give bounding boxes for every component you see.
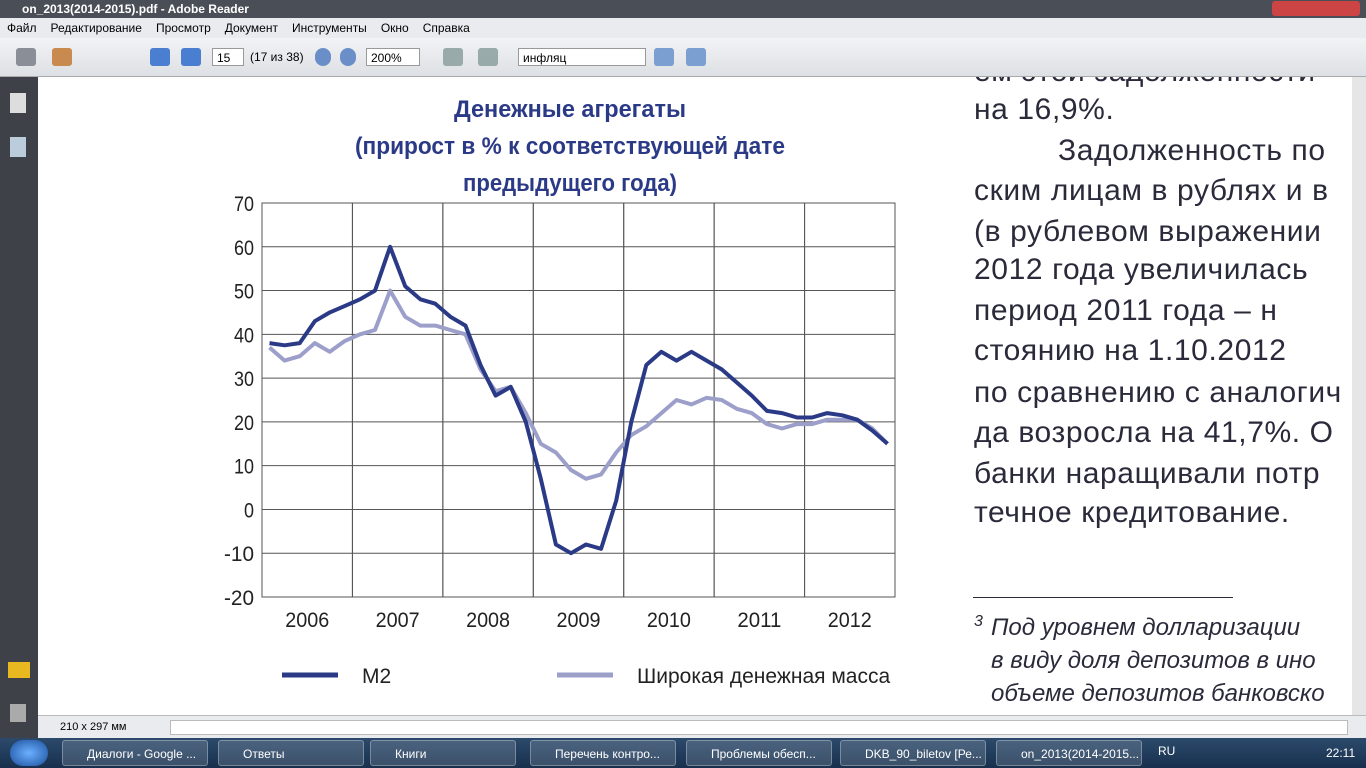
- series-line: [268, 288, 889, 481]
- legend-label: Широкая денежная масса: [637, 665, 890, 688]
- taskbar-button[interactable]: DKB_90_biletov [Ре...: [840, 740, 986, 766]
- x-tick-label: 2011: [737, 609, 781, 632]
- share-button[interactable]: [52, 48, 72, 66]
- footnote-mark: 3: [974, 613, 983, 630]
- footnote-line: в виду доля депозитов в ино: [991, 647, 1316, 674]
- text-line: (в рублевом выражении: [974, 215, 1322, 248]
- chart: Денежные агрегаты (прирост в % к соответс…: [224, 96, 896, 688]
- text-line: 2012 года увеличилась: [974, 253, 1309, 286]
- zoom-input[interactable]: 200%: [366, 48, 420, 66]
- status-bar: 210 x 297 мм: [38, 715, 1366, 739]
- taskbar-button[interactable]: Ответы: [218, 740, 364, 766]
- window-controls[interactable]: [1272, 1, 1360, 16]
- zoom-out[interactable]: [315, 48, 331, 66]
- y-tick-label: -10: [224, 543, 254, 566]
- taskbar-button[interactable]: on_2013(2014-2015...: [996, 740, 1142, 766]
- text-line: на 16,9%.: [974, 93, 1115, 126]
- taskbar-button[interactable]: Проблемы обесп...: [686, 740, 832, 766]
- footnote-line: объеме депозитов банковско: [991, 680, 1325, 707]
- series-line: [269, 244, 889, 556]
- bookmarks-icon[interactable]: [10, 137, 26, 157]
- language[interactable]: RU: [1158, 744, 1176, 758]
- title-bar: on_2013(2014-2015).pdf - Adobe Reader: [0, 0, 1366, 18]
- plot-area: [261, 202, 896, 598]
- menu-item[interactable]: Документ: [224, 21, 278, 35]
- text-line: ем этой задолженности: [974, 77, 1316, 89]
- search-next[interactable]: [686, 48, 706, 66]
- text-line: стоянию на 1.10.2012: [974, 334, 1287, 367]
- toolbar: 15 (17 из 38) 200% инфляц: [0, 38, 1366, 77]
- footnote-line: Под уровнем долларизации: [991, 614, 1301, 641]
- menu-bar: Файл Редактирование Просмотр Документ Инстру…: [0, 18, 1366, 38]
- document-page: Денежные агрегаты (прирост в % к соответс…: [38, 77, 1352, 715]
- chart-title: Денежные агрегаты: [454, 96, 686, 123]
- menu-item[interactable]: Файл: [7, 21, 37, 35]
- x-tick-label: 2008: [466, 609, 510, 632]
- fit-page[interactable]: [478, 48, 498, 66]
- text-line: банки наращивали потр: [974, 457, 1321, 490]
- menu-item[interactable]: Справка: [422, 21, 470, 35]
- y-tick-label: 50: [234, 281, 254, 304]
- text-line: да возросла на 41,7%. О: [974, 416, 1334, 449]
- search-input[interactable]: инфляц: [518, 48, 646, 66]
- search-prev[interactable]: [654, 48, 674, 66]
- menu-item[interactable]: Редактирование: [50, 21, 142, 35]
- page-input[interactable]: 15: [212, 48, 244, 66]
- attachments-icon[interactable]: [10, 704, 26, 722]
- menu-item[interactable]: Просмотр: [155, 21, 211, 35]
- y-tick-label: 40: [234, 324, 254, 347]
- next-page[interactable]: [181, 48, 201, 66]
- zoom-in[interactable]: [340, 48, 356, 66]
- taskbar-button[interactable]: Диалоги - Google ...: [62, 740, 208, 766]
- menu-item[interactable]: Окно: [380, 21, 409, 35]
- footnote-rule: [973, 597, 1233, 598]
- side-panel: [0, 77, 38, 738]
- print-button[interactable]: [16, 48, 36, 66]
- taskbar-button[interactable]: Перечень контро...: [530, 740, 676, 766]
- text-line: ским лицам в рублях и в: [974, 174, 1329, 207]
- start-button[interactable]: [10, 740, 48, 766]
- horizontal-scrollbar[interactable]: [170, 720, 1348, 735]
- y-tick-label: -20: [224, 587, 254, 610]
- clock: 22:11: [1326, 746, 1356, 760]
- comments-icon[interactable]: [8, 662, 30, 678]
- menu-item[interactable]: Инструменты: [291, 21, 367, 35]
- pages-icon[interactable]: [10, 93, 26, 113]
- text-line: Задолженность по: [1058, 134, 1326, 167]
- prev-page[interactable]: [150, 48, 170, 66]
- y-tick-label: 60: [234, 237, 254, 260]
- y-tick-label: 70: [234, 193, 254, 216]
- text-line: течное кредитование.: [974, 496, 1290, 529]
- window-title: on_2013(2014-2015).pdf - Adobe Reader: [22, 2, 249, 16]
- legend-label: М2: [362, 665, 391, 688]
- chart-title: (прирост в % к соответствующей дате: [355, 133, 785, 160]
- x-tick-label: 2012: [828, 609, 872, 632]
- x-tick-label: 2010: [647, 609, 691, 632]
- x-tick-label: 2007: [376, 609, 420, 632]
- taskbar: RU 22:11 Диалоги - Google ... Ответы Книги…: [0, 738, 1366, 768]
- x-tick-label: 2009: [557, 609, 601, 632]
- fit-width[interactable]: [443, 48, 463, 66]
- y-tick-label: 30: [234, 368, 254, 391]
- y-tick-label: 0: [244, 499, 254, 522]
- text-line: период 2011 года – н: [974, 294, 1278, 327]
- vertical-scrollbar[interactable]: [1352, 77, 1366, 715]
- y-tick-label: 20: [234, 412, 254, 435]
- page-size: 210 x 297 мм: [60, 721, 127, 733]
- chart-title: предыдущего года): [463, 170, 677, 197]
- taskbar-button[interactable]: Книги: [370, 740, 516, 766]
- x-tick-label: 2006: [285, 609, 329, 632]
- text-line: по сравнению с аналогич: [974, 376, 1342, 409]
- page-count: (17 из 38): [250, 50, 304, 64]
- y-tick-label: 10: [234, 456, 254, 479]
